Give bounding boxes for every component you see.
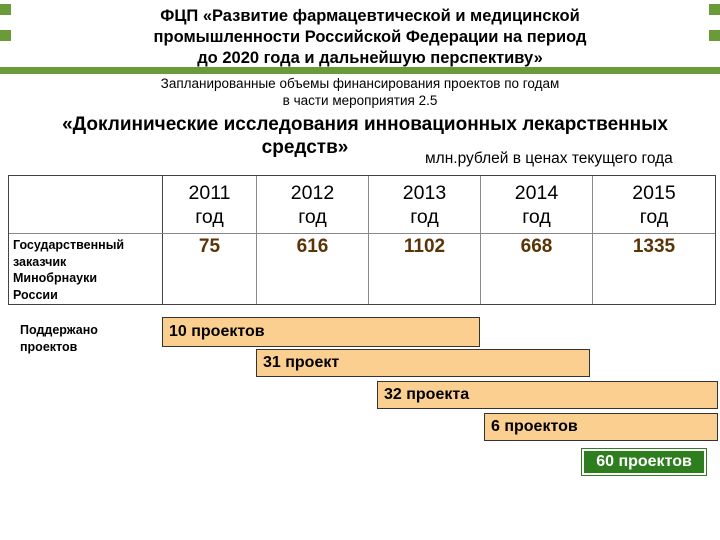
customer-label: Государственный заказчик Минобрнауки Рос…: [13, 237, 124, 303]
year-word: год: [195, 206, 224, 228]
funding-table: 2011 год 2012 год 2013 год 2014 год 2015…: [8, 175, 716, 305]
projects-total-label: 60 проектов: [596, 453, 692, 470]
year-number: 2014: [514, 182, 559, 204]
customer-label-line: Минобрнауки: [13, 271, 98, 285]
projects-bar-label: 10 проектов: [169, 323, 265, 340]
section-title: «Доклинические исследования инновационны…: [20, 113, 710, 159]
projects-bar-2: 31 проект: [256, 349, 590, 377]
value-2012: 616: [296, 236, 329, 257]
column-divider: [256, 176, 257, 304]
year-number: 2011: [188, 182, 231, 204]
projects-label-line: Поддержано: [20, 323, 98, 337]
column-divider: [592, 176, 593, 304]
corner-square-decoration: [709, 30, 720, 41]
units-note: млн.рублей в ценах текущего года: [425, 150, 673, 167]
corner-square-decoration: [709, 4, 720, 15]
header-divider: [0, 67, 720, 74]
projects-label-line: проектов: [20, 339, 78, 354]
customer-label-line: заказчик: [13, 254, 67, 269]
subtitle-line: Запланированные объемы финансирования пр…: [160, 76, 560, 91]
projects-bar-1: 10 проектов: [162, 317, 480, 347]
value-2011: 75: [198, 236, 221, 257]
year-word: год: [639, 206, 669, 228]
projects-bar-label: 32 проекта: [384, 386, 470, 403]
column-divider: [368, 176, 369, 304]
year-header-2015: 2015 год: [593, 176, 715, 233]
title-line: промышленности Российской Федерации на п…: [153, 28, 587, 46]
year-number: 2012: [290, 182, 335, 204]
value-2014: 668: [520, 236, 553, 257]
customer-label-line: России: [13, 287, 58, 302]
projects-label: Поддержано проектов: [20, 322, 98, 355]
page-title: ФЦП «Развитие фармацевтической и медицин…: [70, 6, 670, 69]
column-divider: [162, 176, 163, 304]
year-header-2013: 2013 год: [369, 176, 480, 233]
projects-bar-3: 32 проекта: [377, 381, 718, 409]
customer-label-line: Государственный: [13, 238, 125, 252]
year-header-2014: 2014 год: [481, 176, 592, 233]
value-2013: 1102: [403, 236, 446, 257]
section-title-line: средств»: [261, 137, 349, 158]
corner-square-decoration: [0, 4, 11, 15]
subtitle-line: в части мероприятия 2.5: [282, 93, 438, 108]
year-word: год: [298, 206, 327, 228]
year-header-2012: 2012 год: [257, 176, 368, 233]
corner-square-decoration: [0, 30, 11, 41]
year-number: 2015: [632, 182, 676, 204]
page-subtitle: Запланированные объемы финансирования пр…: [110, 75, 610, 109]
title-line: до 2020 года и дальнейшую перспективу»: [197, 49, 543, 67]
projects-bar-label: 6 проектов: [491, 418, 578, 435]
year-number: 2013: [402, 182, 447, 204]
section-title-line: «Доклинические исследования инновационны…: [62, 114, 668, 135]
row-divider: [9, 233, 715, 234]
column-divider: [480, 176, 481, 304]
title-line: ФЦП «Развитие фармацевтической и медицин…: [160, 7, 580, 25]
year-word: год: [522, 206, 551, 228]
year-word: год: [410, 206, 439, 228]
year-header-2011: 2011 год: [163, 176, 256, 233]
value-2015: 1335: [632, 236, 676, 257]
projects-total-badge: 60 проектов: [581, 448, 707, 476]
projects-bar-4: 6 проектов: [484, 413, 718, 441]
projects-bar-label: 31 проект: [263, 354, 340, 371]
